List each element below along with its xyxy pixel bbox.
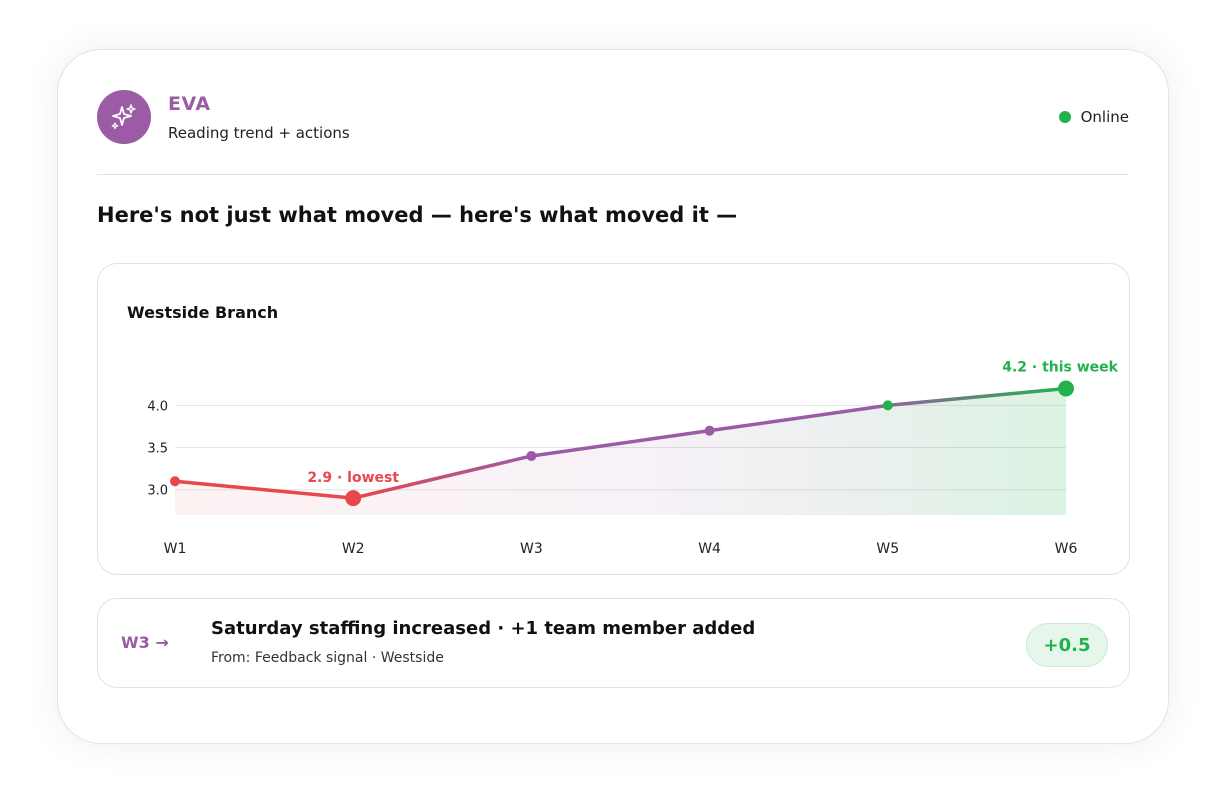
status-label: Online bbox=[1080, 108, 1129, 126]
data-point-w1 bbox=[170, 476, 180, 487]
online-status: Online bbox=[1058, 108, 1129, 126]
x-tick-label: W6 bbox=[1055, 541, 1078, 557]
action-week-label: W3 → bbox=[121, 633, 169, 652]
x-tick-label: W5 bbox=[876, 541, 899, 557]
y-tick-label: 4.0 bbox=[147, 399, 168, 414]
chart-panel: Westside Branch 3.0 3.5 4 bbox=[97, 263, 1130, 575]
annotation-lowest: 2.9 · lowest bbox=[307, 470, 399, 486]
data-point-w5 bbox=[882, 400, 893, 411]
data-point-w4 bbox=[704, 425, 715, 436]
action-source: From: Feedback signal · Westside bbox=[211, 650, 444, 666]
agent-subtitle: Reading trend + actions bbox=[168, 124, 350, 142]
series-line bbox=[173, 386, 1068, 500]
x-tick-label: W2 bbox=[342, 541, 365, 557]
delta-badge: +0.5 bbox=[1026, 623, 1108, 667]
data-point-w2 bbox=[345, 490, 362, 507]
area-fill bbox=[175, 388, 1066, 515]
x-tick-label: W4 bbox=[698, 541, 721, 557]
chart-title: Westside Branch bbox=[127, 303, 279, 322]
y-tick-label: 3.0 bbox=[147, 484, 168, 499]
action-card[interactable]: W3 → Saturday staffing increased · +1 te… bbox=[97, 598, 1130, 688]
annotation-this-week: 4.2 · this week bbox=[1002, 360, 1118, 376]
eva-avatar bbox=[97, 90, 151, 144]
x-tick-label: W1 bbox=[164, 541, 187, 557]
data-point-w3 bbox=[526, 450, 537, 461]
status-dot-icon bbox=[1058, 111, 1071, 123]
y-tick-label: 3.5 bbox=[147, 442, 168, 457]
headline: Here's not just what moved — here's what… bbox=[97, 203, 738, 227]
action-title: Saturday staffing increased · +1 team me… bbox=[211, 618, 756, 639]
agent-name: EVA bbox=[168, 93, 211, 115]
sparkles-icon bbox=[111, 104, 136, 130]
x-tick-label: W3 bbox=[520, 541, 543, 557]
eva-card: EVA Reading trend + actions Online Here'… bbox=[57, 49, 1169, 744]
data-point-w6 bbox=[1058, 380, 1074, 397]
trend-chart: 3.0 3.5 4.0 W1 W2 W3 W4 W5 W6 2.9 · lowest 4.2 · t… bbox=[147, 360, 1118, 558]
header-divider bbox=[97, 174, 1129, 175]
